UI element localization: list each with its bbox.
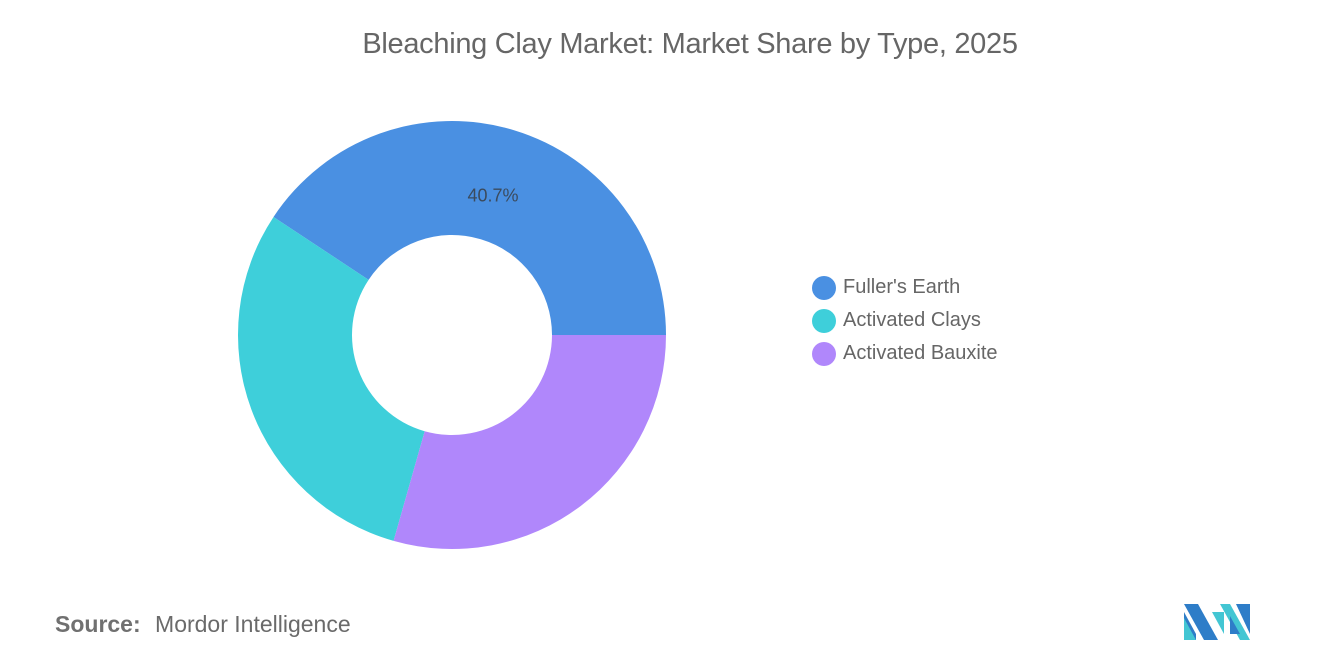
slice-value-label: 40.7% (467, 185, 519, 206)
mordor-intelligence-logo-icon (1184, 604, 1250, 640)
source-value: Mordor Intelligence (155, 611, 351, 637)
donut-slice-activated-bauxite[interactable] (393, 335, 666, 549)
legend-dot-icon (812, 275, 836, 300)
donut-slice-fullers-earth[interactable] (273, 120, 666, 335)
legend-dot-icon (812, 341, 836, 366)
legend-item-activated-bauxite[interactable]: Activated Bauxite (812, 337, 998, 370)
legend-item-activated-clays[interactable]: Activated Clays (812, 304, 998, 337)
donut-slice-activated-clays[interactable] (238, 216, 425, 541)
legend: Fuller's Earth Activated Clays Activated… (812, 271, 998, 370)
legend-label: Activated Bauxite (843, 342, 998, 364)
legend-label: Fuller's Earth (843, 276, 961, 298)
source-label: Source: (55, 611, 141, 637)
legend-item-fullers-earth[interactable]: Fuller's Earth (812, 271, 998, 304)
legend-dot-icon (812, 308, 836, 333)
source-line: Source: Mordor Intelligence (55, 611, 351, 638)
legend-label: Activated Clays (843, 309, 981, 331)
chart-title: Bleaching Clay Market: Market Share by T… (362, 28, 1018, 60)
